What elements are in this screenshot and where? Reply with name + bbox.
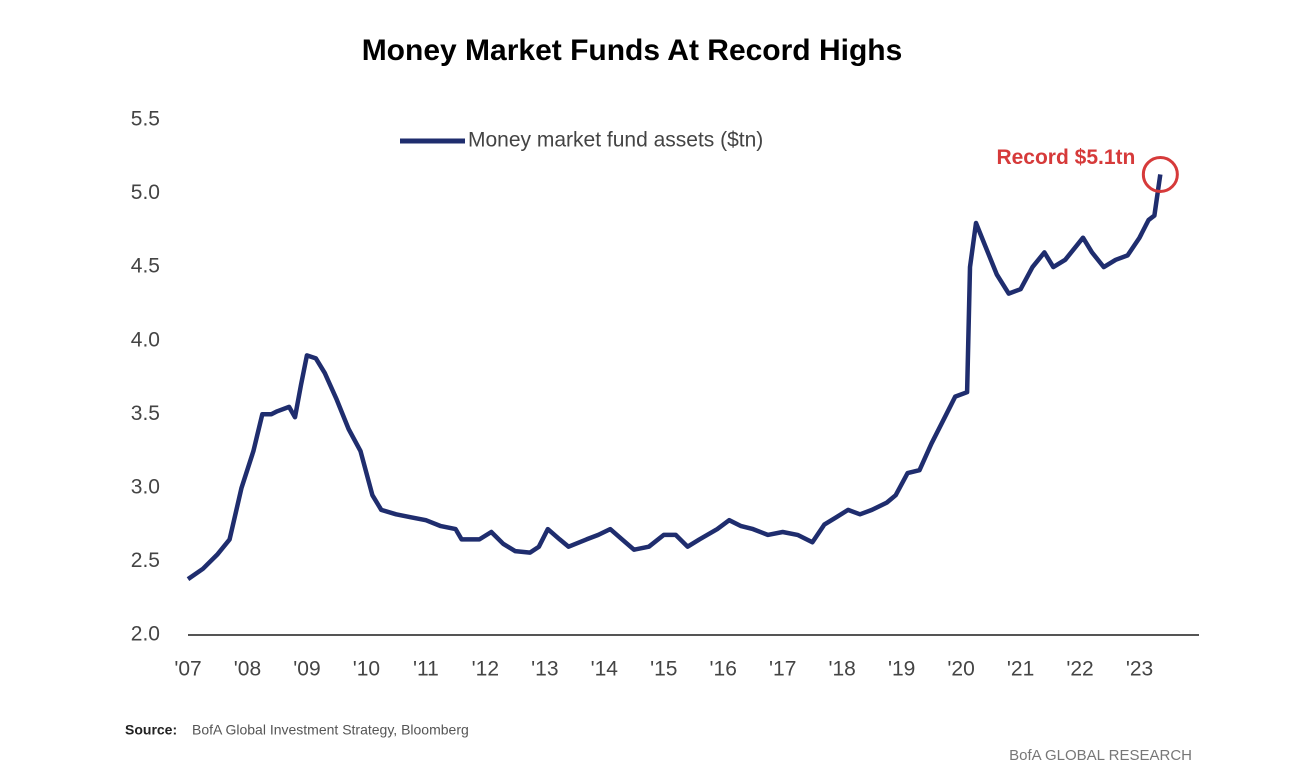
x-tick-label: '16 (710, 658, 737, 681)
x-tick-label: '12 (472, 658, 499, 681)
legend-label: Money market fund assets ($tn) (468, 129, 763, 152)
y-tick-label: 2.0 (131, 623, 160, 646)
y-tick-label: 3.5 (131, 402, 160, 425)
x-tick-label: '20 (947, 658, 974, 681)
x-tick-label: '23 (1126, 658, 1153, 681)
x-tick-label: '11 (413, 658, 439, 681)
y-tick-label: 3.0 (131, 475, 160, 498)
x-tick-label: '19 (888, 658, 915, 681)
y-tick-label: 5.0 (131, 181, 160, 204)
record-circle (1141, 155, 1179, 193)
x-tick-label: '10 (353, 658, 380, 681)
y-tick-label: 4.5 (131, 255, 160, 278)
y-tick-label: 5.5 (131, 108, 160, 131)
x-tick-label: '09 (293, 658, 320, 681)
x-tick-label: '17 (769, 658, 796, 681)
brand: BofA GLOBAL RESEARCH (1009, 747, 1192, 764)
x-tick-label: '14 (591, 658, 619, 681)
y-tick-label: 4.0 (131, 328, 160, 351)
x-tick-label: '15 (650, 658, 677, 681)
y-tick-label: 2.5 (131, 549, 160, 572)
x-tick-label: '21 (1007, 658, 1034, 681)
x-tick-label: '07 (174, 658, 201, 681)
chart-title: Money Market Funds At Record Highs (362, 34, 903, 67)
x-tick-label: '18 (828, 658, 855, 681)
source-text: BofA Global Investment Strategy, Bloombe… (192, 722, 469, 738)
x-tick-label: '13 (531, 658, 558, 681)
annotation: Record $5.1tn (996, 146, 1135, 169)
data-line (186, 174, 1163, 581)
x-tick-label: '08 (234, 658, 261, 681)
x-tick-label: '22 (1066, 658, 1093, 681)
source-label: Source: (125, 722, 177, 738)
